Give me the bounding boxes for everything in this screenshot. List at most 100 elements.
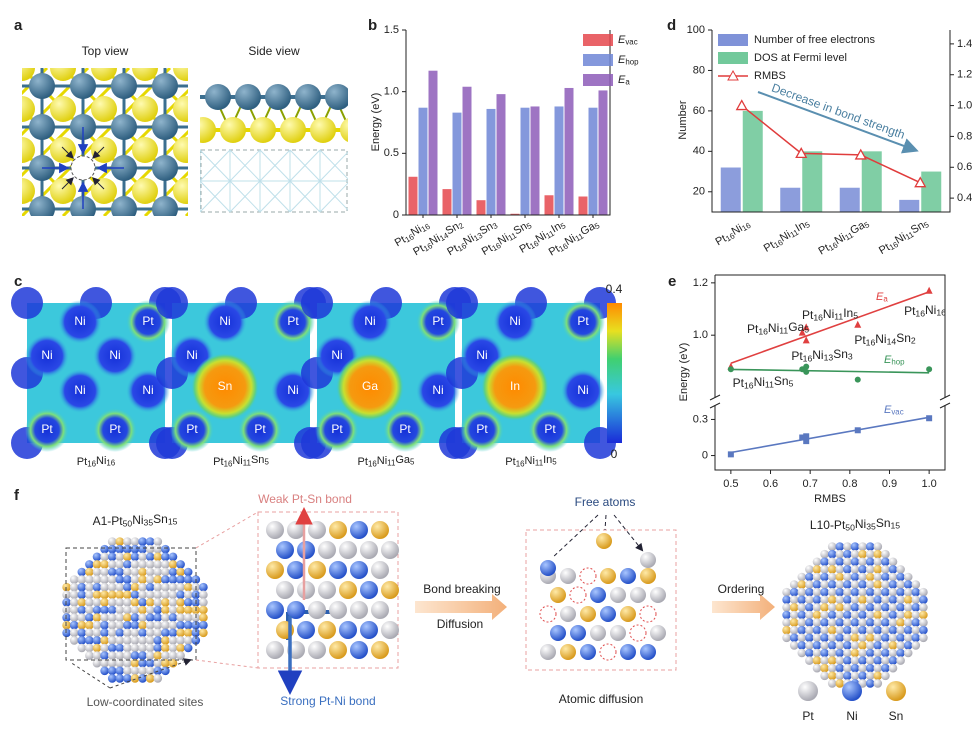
atom bbox=[92, 582, 102, 592]
panel-letter: a bbox=[14, 17, 23, 34]
atom bbox=[130, 590, 140, 600]
density-blob bbox=[493, 300, 537, 344]
atom bbox=[888, 557, 898, 567]
atom bbox=[881, 595, 890, 605]
atom bbox=[266, 521, 284, 539]
atom bbox=[881, 580, 890, 589]
bar bbox=[496, 94, 506, 215]
atom bbox=[176, 628, 185, 638]
atom bbox=[350, 561, 368, 579]
density-blob bbox=[25, 408, 69, 452]
atom bbox=[145, 643, 155, 653]
atom bbox=[199, 598, 208, 607]
diffusion-arrow bbox=[61, 146, 74, 159]
atom bbox=[138, 575, 147, 584]
atom bbox=[69, 628, 79, 638]
atom bbox=[69, 636, 79, 645]
atom bbox=[100, 575, 109, 584]
atom-sub bbox=[280, 117, 306, 143]
atom bbox=[620, 606, 636, 622]
density-blob bbox=[156, 287, 188, 319]
atom bbox=[130, 544, 140, 554]
atom bbox=[888, 565, 898, 574]
atom-label: Ni bbox=[476, 348, 487, 362]
atom bbox=[153, 620, 163, 630]
atom-label: Pt bbox=[254, 422, 266, 436]
atom bbox=[100, 620, 109, 630]
atom bbox=[873, 641, 883, 650]
atom bbox=[873, 549, 883, 559]
atom bbox=[100, 590, 109, 600]
axis-break bbox=[709, 394, 721, 401]
point-label: Pt16Ni11Ga5 bbox=[747, 320, 809, 337]
series-label: Evac bbox=[884, 404, 904, 417]
atom bbox=[873, 542, 883, 551]
atom bbox=[153, 575, 163, 584]
bond bbox=[350, 97, 365, 130]
y2-tick-label: 1.2 bbox=[957, 69, 972, 81]
atom bbox=[820, 587, 829, 597]
atom bbox=[161, 590, 170, 600]
atom bbox=[318, 621, 336, 639]
axis-break bbox=[939, 402, 951, 409]
atom bbox=[266, 601, 284, 619]
atom bbox=[161, 605, 170, 615]
atom-label: Ni bbox=[142, 383, 153, 397]
panel-letter: c bbox=[14, 273, 22, 290]
atom bbox=[85, 628, 94, 638]
atom bbox=[130, 651, 140, 660]
atom-label: Ni bbox=[186, 348, 197, 362]
atom bbox=[339, 541, 357, 559]
legend-label: Sn bbox=[889, 709, 904, 723]
marker bbox=[926, 366, 933, 373]
atom bbox=[176, 598, 185, 607]
atom bbox=[911, 633, 921, 643]
atom bbox=[888, 633, 898, 643]
atom bbox=[123, 590, 132, 600]
atom bbox=[919, 603, 928, 612]
bar bbox=[564, 87, 574, 215]
marker bbox=[727, 366, 734, 373]
y-axis-label: Number bbox=[677, 100, 689, 139]
atom bbox=[873, 656, 883, 665]
atom bbox=[812, 603, 822, 612]
atom bbox=[850, 610, 860, 620]
atom bbox=[161, 643, 170, 653]
atom bbox=[850, 656, 860, 665]
atom bbox=[107, 628, 117, 638]
marker bbox=[803, 438, 810, 445]
density-blob bbox=[170, 408, 214, 452]
atom-top bbox=[152, 114, 178, 140]
atom bbox=[835, 580, 845, 589]
atom bbox=[570, 625, 586, 641]
atom bbox=[590, 625, 606, 641]
x-tick-label: 0.5 bbox=[723, 478, 738, 490]
atom bbox=[130, 537, 140, 546]
atom bbox=[820, 580, 829, 589]
atom bbox=[827, 656, 837, 665]
atom-sub bbox=[22, 68, 35, 81]
lattice bbox=[200, 149, 231, 182]
atom bbox=[881, 641, 890, 650]
atom bbox=[130, 643, 140, 653]
atom bbox=[858, 663, 867, 673]
bar bbox=[780, 187, 801, 212]
atom bbox=[199, 628, 208, 638]
point-label: Pt16Ni14Sn2 bbox=[854, 331, 916, 348]
atom bbox=[92, 628, 102, 638]
atom bbox=[85, 643, 94, 653]
atom bbox=[843, 580, 852, 589]
atom bbox=[843, 565, 852, 574]
atom bbox=[873, 587, 883, 597]
colorbar bbox=[607, 303, 622, 443]
bar bbox=[408, 176, 418, 215]
atom bbox=[797, 572, 807, 582]
atom bbox=[881, 549, 890, 559]
atom bbox=[297, 541, 315, 559]
atom bbox=[858, 595, 867, 605]
atom-top bbox=[111, 73, 137, 99]
marker bbox=[803, 363, 810, 370]
atom bbox=[911, 618, 921, 627]
lattice bbox=[289, 149, 321, 182]
atom bbox=[865, 580, 875, 589]
